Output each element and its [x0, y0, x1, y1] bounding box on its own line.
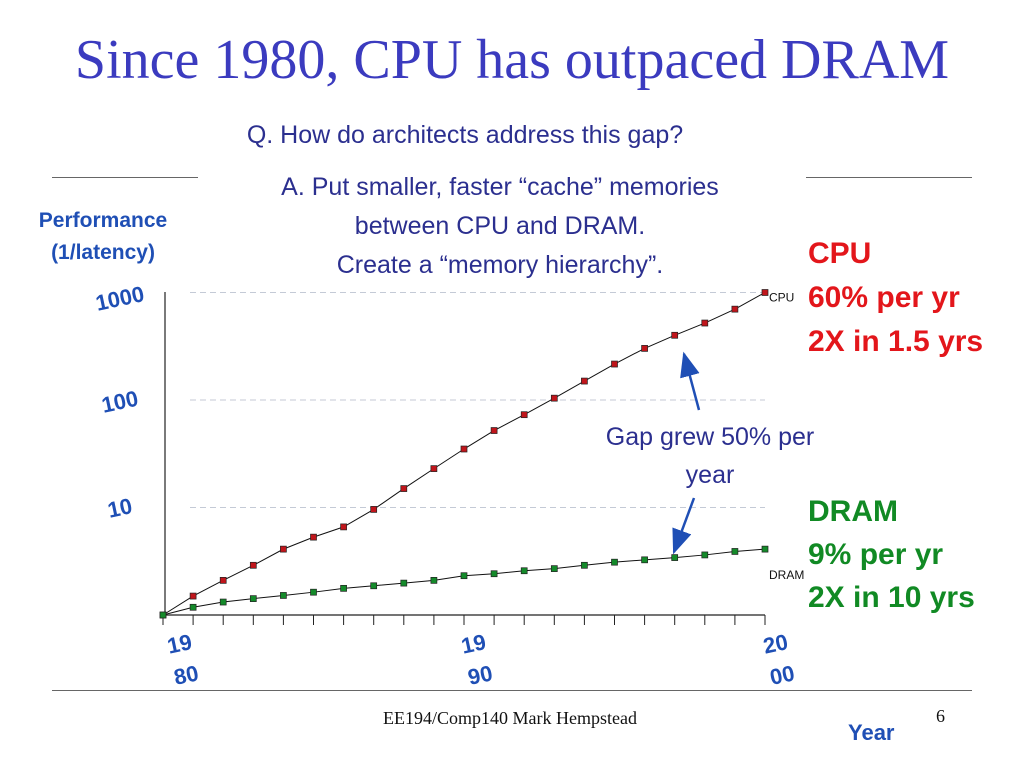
gap-annotation-line-2: year	[685, 461, 735, 489]
y-axis-label-line-1: Performance	[38, 209, 168, 232]
answer-text: A. Put smaller, faster “cache” memories …	[205, 168, 795, 285]
point-dram-1998	[701, 551, 709, 559]
dram-annotation-rate: 9% per yr	[808, 538, 944, 571]
point-cpu-1992	[520, 411, 528, 419]
point-cpu-1995	[611, 360, 618, 368]
point-cpu-1981	[189, 592, 197, 600]
point-cpu-1985	[310, 533, 317, 541]
answer-line-3: Create a “memory hierarchy”.	[336, 251, 664, 279]
dram-annotation-title: DRAM	[808, 495, 898, 528]
point-cpu-1997	[671, 331, 679, 339]
point-dram-1999	[731, 548, 739, 555]
top-rule-left	[52, 177, 198, 178]
point-cpu-1996	[641, 345, 648, 352]
point-dram-2000	[761, 545, 769, 553]
point-dram-1986	[340, 584, 347, 592]
answer-line-1: A. Put smaller, faster “cache” memories	[281, 173, 719, 201]
answer-line-2: between CPU and DRAM.	[354, 212, 646, 240]
top-rule-right	[806, 177, 972, 178]
point-cpu-1988	[400, 485, 408, 492]
point-dram-1981	[189, 603, 197, 611]
point-dram-1993	[550, 565, 558, 572]
point-dram-1996	[641, 556, 648, 564]
point-dram-1984	[280, 592, 287, 599]
point-cpu-1990	[460, 445, 468, 453]
series-label-cpu: CPU	[769, 291, 794, 305]
gap-annotation: Gap grew 50% per year	[570, 418, 850, 494]
point-cpu-1984	[280, 545, 287, 553]
gap-arrow-to-dram	[672, 497, 696, 555]
point-cpu-1983	[249, 561, 257, 569]
slide-footer: EE194/Comp140 Mark Hempstead	[383, 708, 637, 728]
point-dram-1995	[611, 558, 618, 566]
y-axis-label-line-2: (1/latency)	[51, 241, 155, 264]
slide-title: Since 1980, CPU has outpaced DRAM	[74, 29, 950, 91]
point-dram-1985	[310, 588, 317, 596]
point-dram-1997	[671, 554, 679, 561]
page-number: 6	[936, 706, 945, 726]
point-dram-1988	[400, 579, 408, 587]
point-cpu-2000	[761, 289, 769, 296]
point-cpu-1986	[340, 523, 347, 531]
point-dram-1990	[460, 572, 468, 580]
point-cpu-1982	[219, 577, 227, 584]
point-cpu-1999	[731, 305, 739, 313]
cpu-annotation-rate: 60% per yr	[808, 281, 960, 314]
point-dram-1983	[249, 595, 257, 602]
point-cpu-1991	[490, 427, 498, 434]
cpu-annotation-doubling: 2X in 1.5 yrs	[808, 325, 984, 358]
question-text: Q. How do architects address this gap?	[246, 121, 684, 149]
point-dram-1994	[581, 561, 588, 569]
cpu-annotation-title: CPU	[808, 237, 872, 270]
point-dram-1992	[520, 567, 528, 575]
dram-annotation-doubling: 2X in 10 yrs	[808, 581, 975, 614]
point-dram-1991	[490, 570, 498, 578]
series-label-dram: DRAM	[769, 568, 804, 582]
y-axis-label: Performance (1/latency)	[8, 205, 198, 269]
point-cpu-1993	[550, 394, 558, 402]
point-cpu-1987	[370, 506, 378, 513]
bottom-rule	[52, 690, 972, 691]
point-dram-1987	[370, 582, 378, 590]
point-dram-1982	[219, 598, 227, 606]
dram-annotation: DRAM 9% per yr 2X in 10 yrs	[808, 490, 975, 619]
x-axis-label: Year	[848, 720, 895, 745]
point-cpu-1994	[581, 377, 588, 385]
point-dram-1989	[430, 577, 438, 584]
point-dram-1980	[159, 611, 167, 619]
cpu-annotation: CPU 60% per yr 2X in 1.5 yrs	[808, 232, 983, 364]
gap-annotation-line-1: Gap grew 50% per	[605, 423, 815, 451]
gap-arrow-to-cpu	[680, 351, 701, 411]
point-cpu-1989	[430, 465, 438, 472]
point-cpu-1998	[701, 319, 709, 327]
